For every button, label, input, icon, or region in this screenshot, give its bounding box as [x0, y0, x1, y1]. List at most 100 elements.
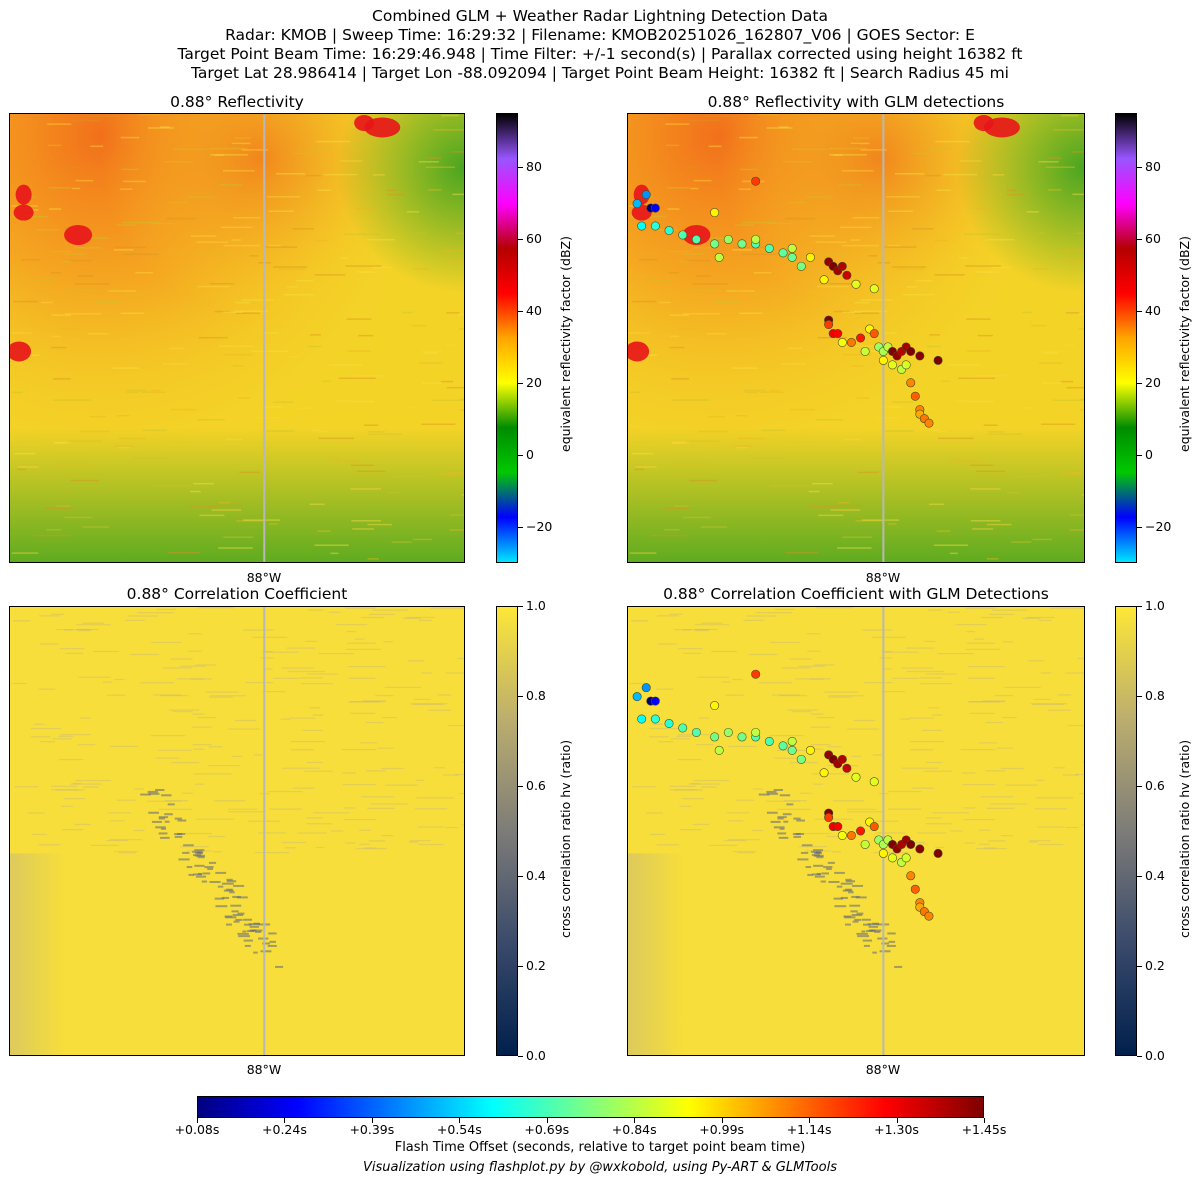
- credit-line: Visualization using flashplot.py by @wxk…: [363, 1160, 837, 1175]
- glm-flash-point: [846, 830, 856, 840]
- glm-flash-point: [641, 190, 651, 200]
- glm-flash-point: [723, 727, 733, 737]
- colorbar-tick-mark: [518, 696, 523, 697]
- glm-flash-point: [837, 337, 847, 347]
- colorbar-tick-mark: [518, 606, 523, 607]
- glm-flash-point: [869, 777, 879, 787]
- glm-flash-point: [837, 261, 847, 271]
- figure-title-line-1: Combined GLM + Weather Radar Lightning D…: [372, 7, 828, 25]
- glm-flash-point: [915, 351, 925, 361]
- glm-flash-point: [678, 230, 688, 240]
- flash-colorbar-tick-mark: [721, 1118, 723, 1123]
- colorbar-tick-mark: [518, 786, 523, 787]
- colorbar-tick-mark: [1137, 167, 1142, 168]
- glm-flash-point: [833, 329, 843, 339]
- glm-flash-point: [751, 669, 761, 679]
- glm-flash-point: [632, 692, 642, 702]
- flash-colorbar-tick-label: +0.84s: [611, 1122, 657, 1137]
- glm-flash-point: [650, 203, 660, 213]
- colorbar-tick-label: 60: [526, 231, 542, 246]
- glm-flash-point: [933, 848, 943, 858]
- colorbar-tick-label: 0.4: [526, 868, 546, 883]
- colorbar-tick-label: 0.0: [1145, 1048, 1165, 1063]
- flash-colorbar-tick-label: +0.08s: [174, 1122, 220, 1137]
- glm-flash-point: [710, 239, 720, 249]
- glm-flash-point: [837, 830, 847, 840]
- glm-flash-point: [851, 279, 861, 289]
- glm-flash-point: [787, 745, 797, 755]
- glm-flash-point: [887, 853, 897, 863]
- glm-flash-point: [641, 683, 651, 693]
- reflectivity-colorbar-label: equivalent reflectivity factor (dBZ): [558, 236, 573, 452]
- colorbar-tick-mark: [518, 527, 523, 528]
- reflectivity-glm-map: [627, 113, 1085, 563]
- glm-flash-point: [906, 378, 916, 388]
- glm-flash-point: [751, 234, 761, 244]
- panel-title-reflectivity: 0.88° Reflectivity: [170, 93, 304, 111]
- x-tick-lon-br: 88°W: [865, 1062, 901, 1077]
- x-tick-lon-tl: 88°W: [246, 570, 282, 585]
- glm-flash-point: [805, 745, 815, 755]
- x-tick-lon-bl: 88°W: [246, 1062, 282, 1077]
- colorbar-tick-label: 0.6: [526, 778, 546, 793]
- flash-colorbar-tick-mark: [371, 1118, 373, 1123]
- glm-flash-point: [842, 763, 852, 773]
- colorbar-tick-mark: [1137, 239, 1142, 240]
- glm-flash-point: [650, 221, 660, 231]
- glm-flash-point: [906, 839, 916, 849]
- colorbar-tick-mark: [1137, 876, 1142, 877]
- glm-flash-point: [901, 360, 911, 370]
- colorbar-tick-label: 80: [526, 159, 542, 174]
- colorbar-tick-mark: [1137, 606, 1142, 607]
- colorbar-tick-label: 0.6: [1145, 778, 1165, 793]
- glm-flash-point: [846, 337, 856, 347]
- colorbar-tick-mark: [518, 966, 523, 967]
- correlation-colorbar: [496, 606, 518, 1056]
- glm-flash-point: [650, 714, 660, 724]
- flash-colorbar-tick-mark: [809, 1118, 811, 1123]
- reflectivity-glm-colorbar: [1115, 113, 1137, 563]
- flash-colorbar-tick-mark: [634, 1118, 636, 1123]
- glm-flash-point: [796, 754, 806, 764]
- glm-flash-point: [723, 234, 733, 244]
- glm-flash-point: [833, 822, 843, 832]
- glm-flash-point: [664, 718, 674, 728]
- colorbar-tick-mark: [1137, 786, 1142, 787]
- glm-flash-point: [851, 772, 861, 782]
- glm-flash-point: [819, 275, 829, 285]
- glm-flash-point: [751, 176, 761, 186]
- glm-flash-point: [869, 284, 879, 294]
- flash-colorbar-tick-mark: [284, 1118, 286, 1123]
- correlation-glm-colorbar: [1115, 606, 1137, 1056]
- glm-flash-point: [915, 844, 925, 854]
- flash-colorbar-tick-mark: [896, 1118, 898, 1123]
- colorbar-tick-mark: [1137, 1056, 1142, 1057]
- glm-flash-point: [924, 418, 934, 428]
- glm-flash-point: [710, 732, 720, 742]
- glm-flash-point: [787, 736, 797, 746]
- glm-flash-point: [878, 848, 888, 858]
- colorbar-tick-mark: [518, 167, 523, 168]
- flash-colorbar-tick-label: +1.14s: [786, 1122, 832, 1137]
- glm-flash-point: [778, 741, 788, 751]
- glm-flash-point: [842, 270, 852, 280]
- glm-flash-point: [837, 754, 847, 764]
- glm-flash-point: [819, 768, 829, 778]
- colorbar-tick-label: 20: [1145, 375, 1161, 390]
- glm-flash-point: [710, 208, 720, 218]
- colorbar-tick-label: 0.2: [526, 958, 546, 973]
- figure-title-line-3: Target Point Beam Time: 16:29:46.948 | T…: [177, 45, 1023, 63]
- colorbar-tick-mark: [518, 311, 523, 312]
- glm-flash-point: [869, 329, 879, 339]
- glm-flash-point: [933, 355, 943, 365]
- glm-flash-point: [824, 320, 834, 330]
- glm-flash-point: [751, 727, 761, 737]
- flash-colorbar-tick-mark: [459, 1118, 461, 1123]
- colorbar-tick-mark: [518, 383, 523, 384]
- colorbar-tick-label: −20: [1145, 519, 1172, 534]
- colorbar-tick-label: 80: [1145, 159, 1161, 174]
- colorbar-tick-mark: [1137, 311, 1142, 312]
- glm-flash-point: [637, 714, 647, 724]
- glm-flash-point: [924, 911, 934, 921]
- colorbar-tick-mark: [1137, 966, 1142, 967]
